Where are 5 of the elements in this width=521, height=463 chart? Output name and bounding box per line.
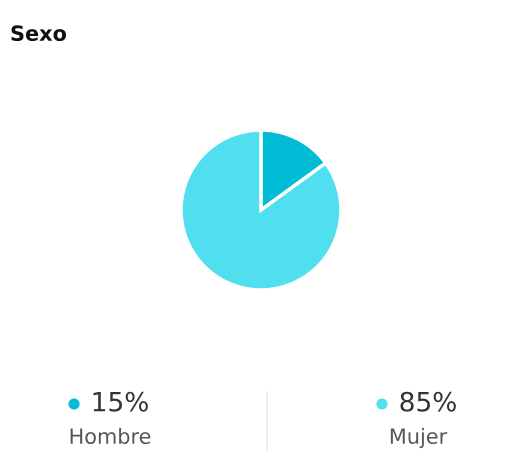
data-label: 15% [94, 392, 148, 412]
legend-label: Hombre [70, 428, 150, 444]
chart-title: Sexo [11, 25, 66, 42]
data-label: 85% [400, 392, 456, 412]
legend-label: Mujer [390, 428, 448, 448]
